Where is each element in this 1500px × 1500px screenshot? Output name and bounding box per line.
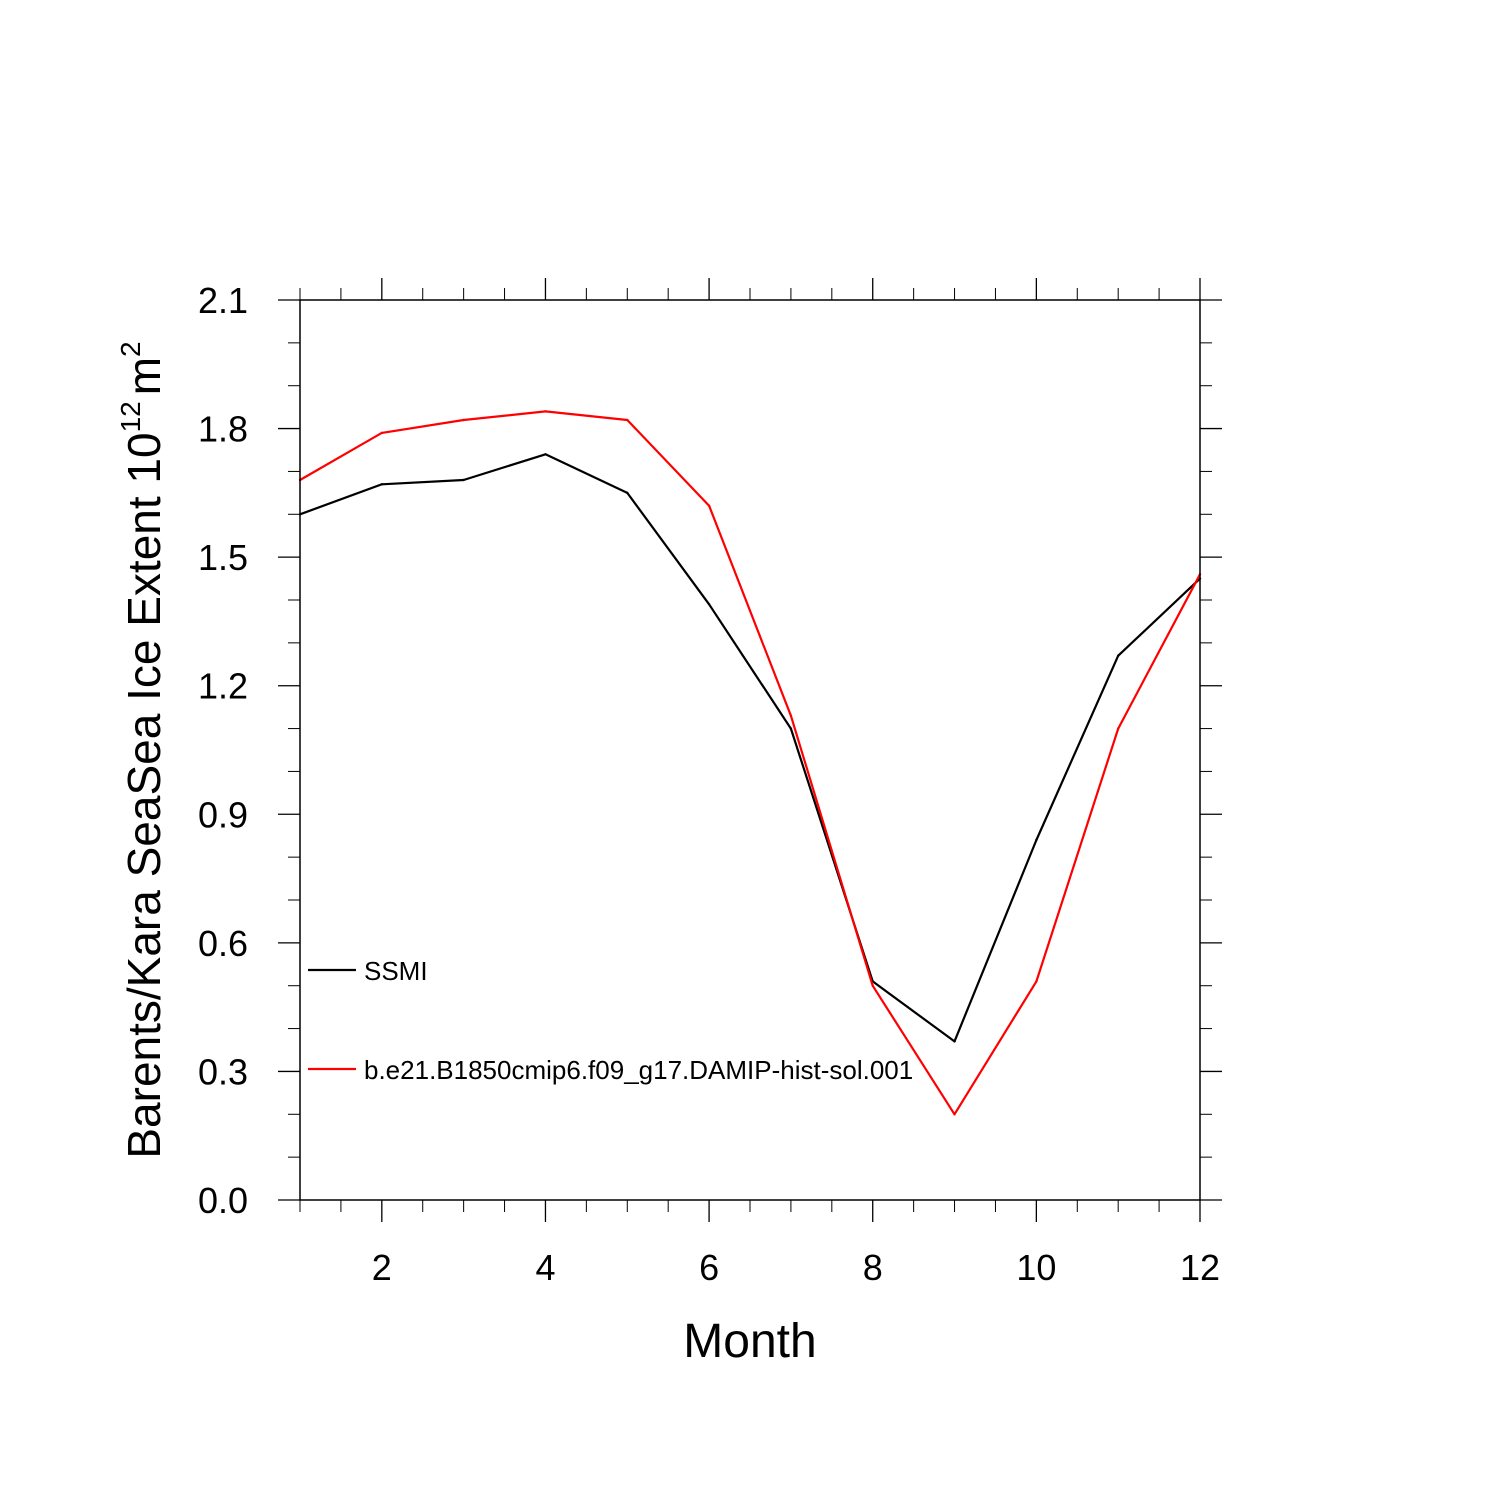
- x-tick-label: 6: [699, 1247, 719, 1288]
- x-axis-label: Month: [683, 1315, 816, 1368]
- y-axis-label-main: Barents/Kara SeaSea Ice Extent 10: [118, 432, 170, 1158]
- x-tick-label: 2: [372, 1247, 392, 1288]
- x-tick-label: 8: [863, 1247, 883, 1288]
- data-point: [626, 418, 629, 422]
- y-axis-label-unit: m: [118, 357, 170, 395]
- y-tick-label: 1.8: [198, 409, 248, 450]
- data-point: [380, 431, 384, 435]
- plot-frame: [299, 299, 1201, 1201]
- legend-label: b.e21.B1850cmip6.f09_g17.DAMIP-hist-sol.…: [364, 1055, 913, 1085]
- data-point: [380, 483, 384, 486]
- series-line-2: [299, 410, 1201, 1116]
- data-point: [953, 1113, 956, 1116]
- x-tick-label: 4: [535, 1247, 555, 1288]
- major-ticks: [278, 278, 1222, 1222]
- data-point: [1035, 838, 1038, 842]
- legend-label: SSMI: [364, 956, 428, 986]
- legend: SSMI b.e21.B1850cmip6.f09_g17.DAMIP-hist-…: [308, 956, 913, 1085]
- data-point: [462, 478, 465, 482]
- series-line-1: [299, 453, 1201, 1043]
- data-point: [544, 453, 547, 456]
- y-tick-label: 2.1: [198, 280, 248, 321]
- series-lines: [298, 410, 1202, 1116]
- y-tick-label: 0.6: [198, 923, 248, 964]
- plot-area: [300, 300, 1200, 1200]
- data-point: [789, 727, 793, 730]
- minor-ticks: [288, 288, 1212, 1212]
- x-tick-label: 10: [1016, 1247, 1056, 1288]
- y-axis-label-exponent: 12: [115, 401, 146, 432]
- data-point: [789, 714, 793, 717]
- y-tick-labels: 0.0 0.3 0.6 0.9 1.2 1.5 1.8 2.1: [198, 280, 248, 1221]
- x-tick-label: 12: [1180, 1247, 1220, 1288]
- data-point: [1116, 727, 1120, 730]
- y-tick-label: 0.0: [198, 1180, 248, 1221]
- y-axis-label-unit-exponent: 2: [115, 341, 146, 357]
- y-tick-label: 0.3: [198, 1051, 248, 1092]
- data-point: [544, 410, 547, 413]
- data-point: [871, 984, 874, 987]
- data-point: [626, 491, 629, 495]
- data-point: [1116, 654, 1120, 657]
- y-axis-label: Barents/Kara SeaSea Ice Extent 1012 m2: [115, 341, 170, 1158]
- data-point: [462, 418, 465, 422]
- data-point: [953, 1040, 956, 1043]
- y-tick-label: 1.2: [198, 666, 248, 707]
- data-point: [707, 603, 711, 606]
- y-tick-label: 1.5: [198, 537, 248, 578]
- data-point: [707, 504, 711, 507]
- y-tick-label: 0.9: [198, 794, 248, 835]
- x-tick-labels: 2 4 6 8 10 12: [372, 1247, 1220, 1288]
- data-point: [1035, 980, 1038, 983]
